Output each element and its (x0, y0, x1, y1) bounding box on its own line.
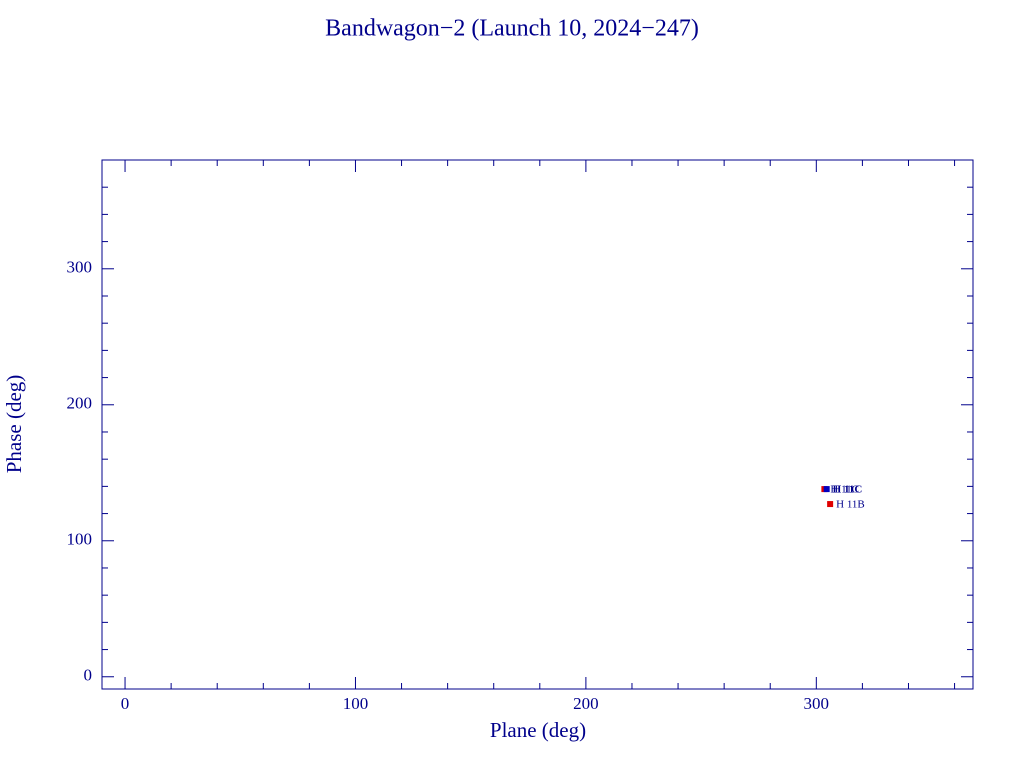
chart-title: Bandwagon−2 (Launch 10, 2024−247) (325, 16, 699, 42)
point (827, 501, 834, 508)
x-tick-label: 100 (343, 694, 369, 713)
x-tick-label: 200 (573, 694, 599, 713)
x-tick-label: 300 (804, 694, 830, 713)
y-tick-label: 200 (67, 394, 93, 413)
point-label: H 11B (836, 499, 865, 511)
y-tick-label: 300 (67, 258, 93, 277)
point (823, 486, 830, 493)
y-tick-label: 0 (84, 666, 93, 685)
point-label: H 11C (833, 484, 863, 496)
point-label: H 11C (830, 484, 859, 496)
plot-frame (101, 159, 974, 690)
y-axis-label: Phase (deg) (2, 375, 26, 474)
x-axis-label: Plane (deg) (490, 718, 586, 742)
x-tick-label: 0 (121, 694, 130, 713)
y-tick-label: 100 (67, 530, 93, 549)
